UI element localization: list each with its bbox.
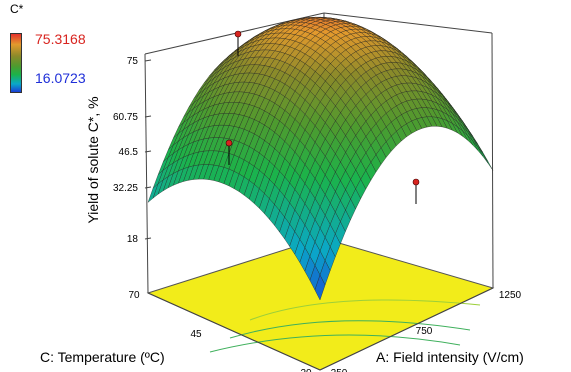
z-tick-label: 46.5 xyxy=(119,147,139,158)
box-edge-right xyxy=(491,32,494,289)
z-tick-mark xyxy=(144,150,152,153)
z-tick-mark xyxy=(144,237,152,240)
legend-min-value: 16.0723 xyxy=(35,70,86,86)
plot-box-front xyxy=(147,287,494,371)
y-tick-label: 20 xyxy=(300,368,312,372)
legend-max-value: 75.3168 xyxy=(35,31,86,47)
x-axis-label: A: Field intensity (V/cm) xyxy=(376,349,524,365)
response-surface xyxy=(147,17,494,301)
surface-cell xyxy=(314,274,326,301)
z-axis-ticks: 75 60.75 46.5 32.25 18 xyxy=(113,56,152,245)
y-axis-label: C: Temperature (ºC) xyxy=(40,349,165,365)
x-tick-label: 750 xyxy=(416,326,433,337)
surface-cell xyxy=(472,140,483,157)
z-tick-label: 60.75 xyxy=(113,112,138,123)
floor-contour xyxy=(229,320,471,339)
z-tick-mark xyxy=(144,186,152,189)
xy-axis-ticks: 20 45 70 250 750 1250 xyxy=(128,290,521,372)
z-tick-label: 32.25 xyxy=(113,183,138,194)
z-tick-label: 75 xyxy=(127,56,139,67)
design-points xyxy=(225,30,420,204)
legend-title: C* xyxy=(10,2,24,16)
x-tick-label: 250 xyxy=(331,368,348,372)
z-tick-mark xyxy=(144,115,152,118)
design-point xyxy=(234,30,242,38)
legend-color-bar xyxy=(10,33,22,93)
surface-cell xyxy=(477,146,489,164)
box-edge-left xyxy=(144,53,149,294)
floor-contour xyxy=(249,299,481,321)
floor-edge-right xyxy=(319,287,494,371)
floor-contour xyxy=(209,334,461,353)
y-tick-label: 70 xyxy=(128,290,140,301)
z-axis-label: Yield of solute C*, % xyxy=(85,96,101,223)
z-tick-mark xyxy=(144,59,152,62)
z-tick-label: 18 xyxy=(127,234,139,245)
box-edge-top-right xyxy=(323,12,493,34)
design-point xyxy=(412,178,420,186)
floor-edge-left xyxy=(147,292,321,371)
x-tick-label: 1250 xyxy=(499,290,522,301)
y-tick-label: 45 xyxy=(190,329,202,340)
design-point xyxy=(225,139,233,147)
